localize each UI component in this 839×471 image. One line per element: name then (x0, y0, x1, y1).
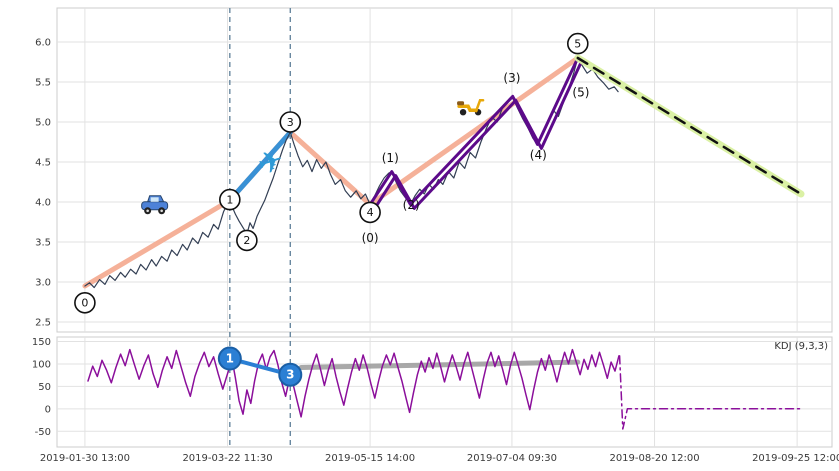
wave-marker-label: 2 (243, 234, 250, 247)
purple-wave-b-series (373, 61, 583, 210)
y-tick-label: 6.0 (35, 38, 51, 49)
wave-marker-label: 4 (367, 206, 374, 219)
y-tick-label: 4.5 (35, 158, 51, 169)
wave-text-label: (2) (403, 198, 420, 212)
kdj-marker-circle (278, 362, 303, 387)
kdj-legend-label: KDJ (9,3,3) (774, 341, 828, 352)
kdj-series (87, 348, 620, 418)
projection-dash-series (576, 56, 803, 196)
y-tick-label: 2.5 (35, 318, 51, 329)
y-tick-label: 100 (32, 359, 51, 370)
wave-marker-label: 1 (226, 193, 233, 206)
kdj-marker-circle (217, 346, 242, 371)
x-tick-label: 2019-09-25 12:00 (752, 453, 839, 464)
y-tick-label: 50 (38, 382, 51, 393)
wave-text-label: (0) (362, 231, 379, 245)
wave-text-label: (5) (572, 85, 589, 99)
blue-trend-series (227, 129, 293, 203)
wave-marker-circle (74, 291, 96, 314)
kdj-marker-label: 3 (286, 368, 294, 382)
wave-marker-circle (566, 32, 589, 55)
car-icon (141, 195, 169, 215)
wave-marker-label: 0 (81, 297, 88, 310)
y-tick-label: 150 (32, 337, 51, 348)
y-tick-label: 3.5 (35, 238, 51, 249)
kdj-plot-area (56, 336, 833, 448)
wave-text-label: (1) (382, 151, 399, 165)
kdj-tail-series (618, 355, 802, 430)
wave-marker-label: 5 (574, 37, 581, 50)
y-tick-label: 3.0 (35, 278, 51, 289)
wave-text-label: (4) (530, 148, 547, 162)
kdj-marker-label: 1 (226, 352, 234, 366)
x-tick-label: 2019-05-15 14:00 (325, 453, 415, 464)
y-tick-label: 0 (45, 404, 51, 415)
y-tick-label: -50 (35, 427, 51, 438)
wave-marker-circle (279, 111, 302, 133)
y-tick-label: 5.0 (35, 118, 51, 129)
x-tick-label: 2019-08-20 12:00 (609, 453, 699, 464)
wave-marker-label: 3 (287, 116, 294, 129)
purple-wave-a-series (368, 56, 580, 206)
wave-text-label: (3) (503, 71, 520, 85)
wave-marker-circle (219, 188, 241, 211)
wave-marker-circle (236, 229, 258, 252)
x-tick-label: 2019-03-22 11:30 (182, 453, 272, 464)
scooter-icon (457, 98, 485, 116)
x-tick-label: 2019-07-04 09:30 (467, 453, 557, 464)
y-tick-label: 4.0 (35, 198, 51, 209)
y-tick-label: 5.5 (35, 78, 51, 89)
wave-marker-circle (359, 201, 381, 224)
x-tick-label: 2019-01-30 13:00 (40, 453, 130, 464)
